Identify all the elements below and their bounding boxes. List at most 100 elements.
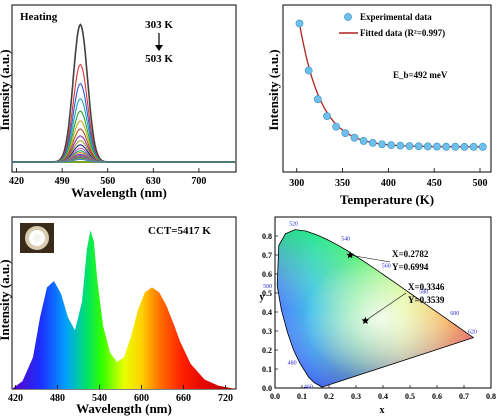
panel-b-xlabel: Temperature (K)	[340, 192, 434, 207]
cie-point1-x: X=0.2782	[392, 249, 429, 259]
panel-c-ylabel: Intensity (a.u.)	[0, 259, 12, 340]
panel-b-data-point	[387, 141, 396, 150]
panel-d-y-tick-label: 0.8	[262, 232, 272, 241]
panel-b-legend-fitted: Fitted data (R²=0.997)	[360, 28, 445, 38]
panel-d-y-tick-label: 0.6	[262, 270, 272, 279]
cie-point-leader	[350, 254, 391, 263]
panel-a-xlabel: Wavelength (nm)	[71, 185, 167, 200]
panel-d-x-tick-label: 0.4	[378, 392, 388, 401]
panel-b-thermal-quenching: 300 350 400 450 500 Experimental data Fitted…	[266, 4, 492, 207]
panel-a-ylabel: Intensity (a.u.)	[0, 49, 12, 130]
panel-a-curve	[12, 83, 236, 163]
panel-a-arrow-icon	[155, 45, 163, 51]
panel-a-x-tick-label: 560	[100, 176, 115, 187]
panel-b-data-point	[469, 142, 478, 151]
panel-a-curve	[12, 153, 236, 163]
panel-d-y-tick-label: 0.4	[262, 308, 272, 317]
panel-a-x-tick-label: 630	[146, 176, 161, 187]
panel-d-y-tick-label: 0.1	[262, 365, 272, 374]
panel-d-wavelength-labels: 460 480 500 520 540 560 580 600 620	[263, 222, 477, 391]
panel-a-curve	[12, 144, 236, 163]
panel-b-data-point	[359, 137, 368, 145]
panel-b-fit-line	[298, 23, 483, 148]
panel-b-data-point	[341, 129, 350, 138]
led-photo-core	[33, 234, 41, 242]
panel-b-x-tick-label: 300	[289, 178, 304, 189]
panel-a-curve	[12, 135, 236, 163]
panel-d-y-tick-label: 0.3	[262, 327, 272, 336]
cie-wavelength-label: 540	[341, 237, 350, 243]
panel-a-temp-end: 503 K	[145, 53, 173, 65]
panel-c-x-ticks: 420 480 540 600 660 720	[8, 385, 233, 404]
panel-a-frame	[11, 4, 237, 173]
panel-d-x-tick-label: 0.3	[351, 392, 361, 401]
panel-a-curve	[12, 63, 236, 163]
panel-a-curve	[12, 147, 236, 163]
cie-wavelength-label: 500	[263, 284, 272, 290]
panel-a-curve	[12, 152, 236, 163]
cie-wavelength-label: 560	[382, 263, 391, 269]
panel-c-xlabel: Wavelength (nm)	[76, 401, 172, 416]
cie-point-leader	[365, 292, 407, 322]
cie-wavelength-label: 620	[468, 329, 477, 335]
panel-b-data-point	[378, 140, 386, 149]
panel-b-data-point	[414, 142, 423, 151]
panel-b-legend-experimental: Experimental data	[360, 12, 432, 22]
panel-b-data-point	[433, 142, 441, 151]
panel-c-x-tick-label: 660	[176, 393, 191, 404]
panel-d-ylabel: y	[260, 292, 265, 303]
panel-a-curve	[12, 140, 236, 163]
panel-c-cct: CCT=5417 K	[148, 225, 211, 237]
panel-b-data-point	[423, 142, 432, 151]
panel-d-x-tick-label: 0.7	[459, 392, 469, 401]
panel-a-curve	[12, 98, 236, 163]
cie-wavelength-label: 480	[288, 361, 297, 367]
panel-d-points	[346, 251, 407, 324]
panel-a-heating-label: Heating	[20, 11, 58, 23]
panel-d-y-tick-label: 0.5	[262, 289, 272, 298]
panel-d-y-tick-label: 0.0	[262, 384, 272, 393]
panel-b-data-point	[405, 142, 414, 150]
panel-b-data-point	[295, 19, 304, 28]
cie-gamut	[277, 229, 474, 388]
panel-b-data-point	[313, 95, 322, 104]
panel-a-heating-spectra: 420 490 560 630 700 Heating 303 K 503 K Wave…	[0, 4, 237, 200]
panel-b-frame	[282, 4, 492, 173]
panel-a-temp-start: 303 K	[145, 19, 173, 31]
panel-a-x-tick-label: 490	[55, 176, 70, 187]
cie-point-star-icon	[346, 251, 354, 259]
cie-wavelength-label: 580	[419, 289, 428, 295]
panel-d-x-tick-label: 0.2	[324, 392, 334, 401]
panel-b-x-tick-label: 350	[335, 178, 350, 189]
panel-d-x-tick-label: 0.8	[486, 392, 496, 401]
panel-c-x-tick-label: 420	[8, 393, 23, 404]
panel-a-curve	[12, 128, 236, 163]
panel-b-points	[295, 19, 487, 151]
panel-b-data-point	[478, 142, 487, 151]
panel-d-cie-diagram: 0.0 0.1 0.2 0.3 0.4 0.5 0.6 0.7 0.8 0.0 0.1 0.2 0.3 0…	[260, 216, 496, 416]
cie-point2-y: Y=0.3539	[408, 295, 445, 305]
panel-d-ticks: 0.0 0.1 0.2 0.3 0.4 0.5 0.6 0.7 0.8 0.0 0.1 0.2 0.3 0…	[262, 232, 496, 401]
panel-a-curves	[12, 23, 236, 163]
panel-b-ylabel: Intensity (a.u.)	[266, 49, 281, 130]
panel-b-data-point	[323, 112, 331, 121]
panel-c-x-tick-label: 720	[218, 393, 233, 404]
panel-a-x-tick-label: 700	[191, 176, 206, 187]
panel-c-x-tick-label: 480	[50, 393, 65, 404]
panel-a-x-tick-label: 420	[9, 176, 24, 187]
panel-b-data-point	[304, 66, 313, 75]
cie-wavelength-label: 460	[304, 384, 313, 390]
panel-b-activation-energy: E_b=492 meV	[393, 70, 448, 80]
cie-wavelength-label: 600	[450, 311, 459, 317]
panel-a-curve	[12, 23, 236, 163]
panel-c-wled-spectrum: 420 480 540 600 660 720 CCT=5417 K Wavelength…	[0, 216, 237, 416]
panel-b-x-tick-label: 400	[381, 178, 396, 189]
panel-d-y-tick-label: 0.2	[262, 346, 272, 355]
panel-a-curve	[12, 150, 236, 163]
panel-b-data-point	[442, 142, 451, 151]
cie-point1-y: Y=0.6994	[392, 262, 429, 272]
panel-b-data-point	[350, 133, 359, 142]
panel-b-data-point	[396, 141, 405, 150]
panel-b-data-point	[451, 142, 460, 151]
